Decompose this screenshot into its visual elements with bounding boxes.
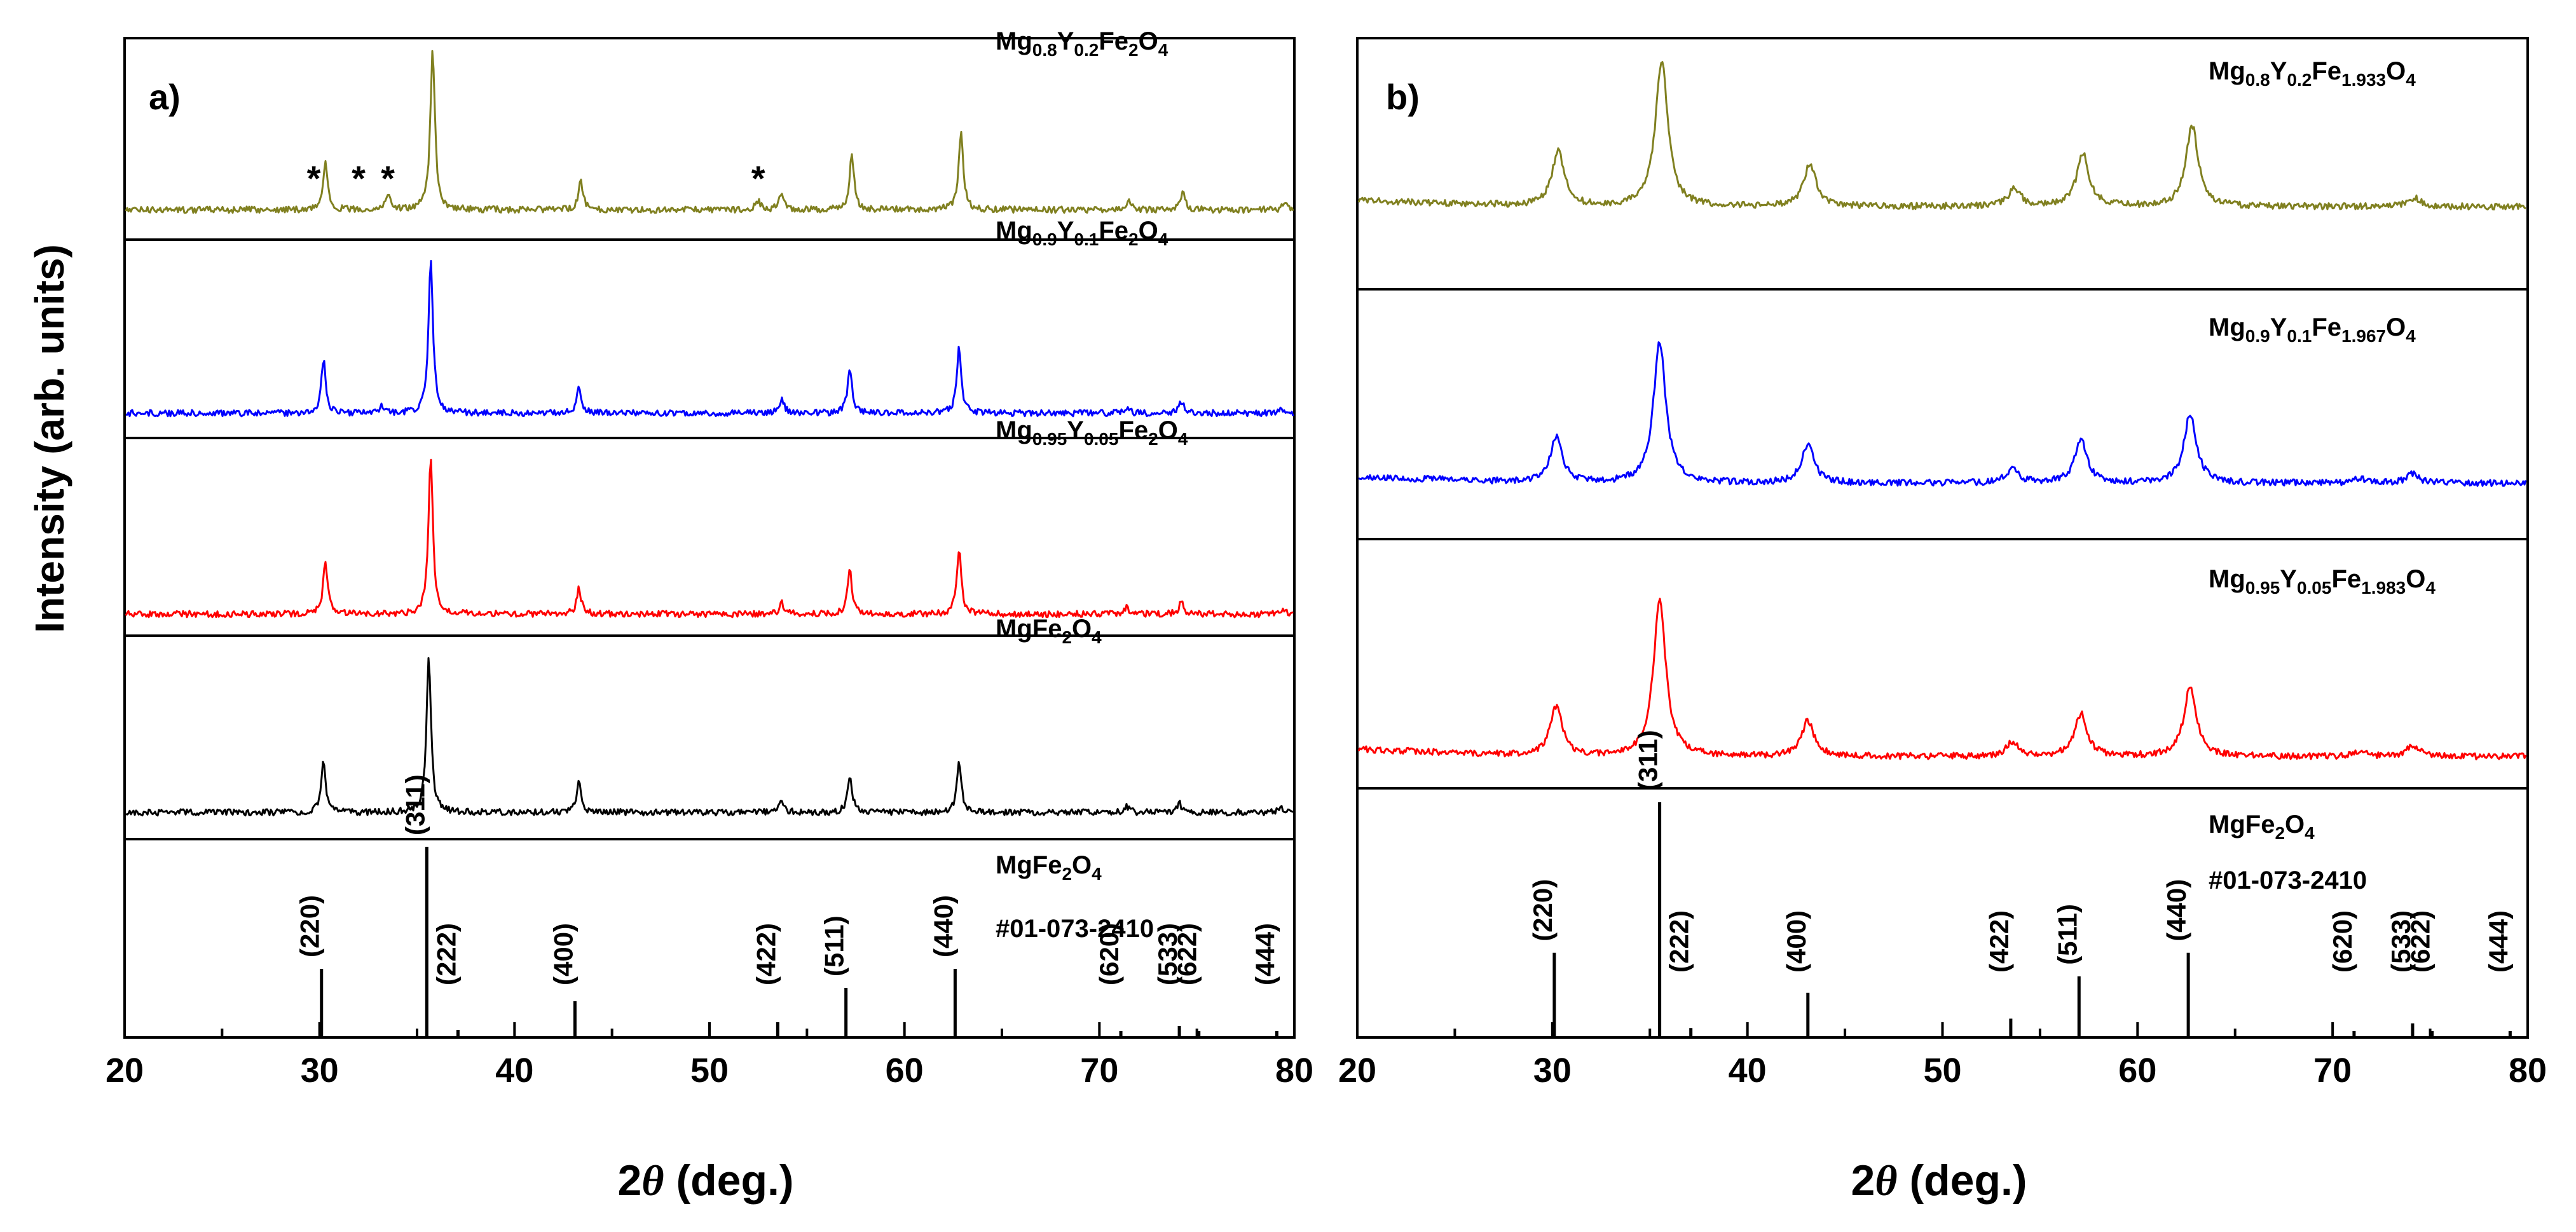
hkl-label: (533) <box>2386 910 2416 973</box>
series-label: Mg0.95Y0.05Fe2O4 <box>996 416 1188 449</box>
x-tick-label: 60 <box>886 1051 924 1090</box>
panel-label-a: a) <box>149 77 181 117</box>
reference-card: #01-073-2410 <box>996 915 1154 943</box>
data-layer-a: Mg0.8Y0.2Fe2O4 * * * * Mg0.9Y0.1Fe2O4 Mg0.95Y0… <box>125 27 1294 817</box>
x-tick-label: 50 <box>690 1051 729 1090</box>
hkl-label: (222) <box>431 923 461 985</box>
series-label: MgFe2O4 <box>996 615 1102 647</box>
hkl-label: (622) <box>1172 923 1202 985</box>
x-tick-label: 70 <box>2313 1051 2352 1090</box>
x-tick-label: 30 <box>1533 1051 1572 1090</box>
hkl-label: (440) <box>2162 879 2191 941</box>
subpanel-frames-b <box>1356 37 2529 1039</box>
data-layer-b: Mg0.8Y0.2Fe1.933O4 Mg0.9Y0.1Fe1.967O4 Mg0.… <box>1357 57 2527 761</box>
hkl-label: (311) <box>400 774 430 835</box>
series-label: Mg0.8Y0.2Fe1.933O4 <box>2209 57 2416 90</box>
panel-b: b) 20 30 40 50 60 70 80 Mg0.8Y0.2Fe1.933O4Mg0.… <box>1338 37 2547 1205</box>
hkl-label: (422) <box>1984 910 2014 973</box>
hkl-label: (311) <box>1633 730 1663 791</box>
reference-card: #01-073-2410 <box>2209 866 2367 894</box>
x-tick-label: 80 <box>2509 1051 2547 1090</box>
series-line <box>125 458 1294 619</box>
series-line <box>125 260 1294 418</box>
x-ticks-b <box>1356 1022 2529 1037</box>
x-tick-label: 70 <box>1080 1051 1118 1090</box>
x-tick-label: 80 <box>1275 1051 1313 1090</box>
series-label: Mg0.95Y0.05Fe1.983O4 <box>2209 565 2436 598</box>
hkl-label: (220) <box>1528 879 1558 941</box>
x-ticks-a <box>123 1022 1296 1037</box>
impurity-marker: * <box>352 158 366 198</box>
hkl-label: (511) <box>819 915 849 976</box>
hkl-label: (511) <box>2052 904 2082 965</box>
x-axis-label-b: 2θ (deg.) <box>1851 1156 2027 1205</box>
x-tick-label: 20 <box>1338 1051 1376 1090</box>
series-label: Mg0.8Y0.2Fe2O4 <box>996 27 1168 60</box>
reference-pattern-a: MgFe2O4 #01-073-2410 (220) (311) (222) (400) (… <box>295 774 1280 1037</box>
panel-a: a) 20 30 40 50 60 70 80 Mg0.8Y0.2Fe2O4* * * *Mg0.… <box>106 27 1313 1205</box>
hkl-label: (400) <box>1781 910 1811 973</box>
reference-label: MgFe2O4 <box>2209 811 2315 843</box>
subpanel-frames-a <box>123 37 1296 1039</box>
x-tick-label: 60 <box>2118 1051 2156 1090</box>
y-axis-label: Intensity (arb. units) <box>27 244 72 633</box>
series-line <box>125 50 1294 214</box>
reference-pattern-b: MgFe2O4 #01-073-2410 (220) (311) (222) (400) (… <box>1528 730 2513 1037</box>
x-tick-label: 50 <box>1923 1051 1961 1090</box>
hkl-label: (440) <box>928 895 958 957</box>
hkl-label: (533) <box>1153 923 1182 985</box>
x-tick-labels-a: 20 30 40 50 60 70 80 <box>106 1051 1313 1090</box>
hkl-label: (620) <box>2327 910 2357 973</box>
series-line <box>1358 341 2527 488</box>
hkl-label: (400) <box>548 923 578 985</box>
x-tick-label: 40 <box>1729 1051 1767 1090</box>
plot-frame <box>123 37 1296 1039</box>
x-tick-label: 40 <box>495 1051 533 1090</box>
series-label: Mg0.9Y0.1Fe1.967O4 <box>2209 313 2416 346</box>
hkl-label: (622) <box>2406 910 2436 973</box>
hkl-label: (444) <box>2483 910 2513 973</box>
series-line <box>125 657 1294 817</box>
hkl-label: (422) <box>751 923 781 985</box>
x-tick-label: 30 <box>301 1051 339 1090</box>
reference-label: MgFe2O4 <box>996 851 1102 884</box>
impurity-marker: * <box>307 158 321 198</box>
impurity-marker: * <box>751 158 765 198</box>
x-tick-labels-b: 20 30 40 50 60 70 80 <box>1338 1051 2547 1090</box>
hkl-label: (222) <box>1664 910 1694 973</box>
hkl-label: (220) <box>295 895 325 957</box>
panel-label-b: b) <box>1386 77 1420 117</box>
impurity-marker: * <box>381 158 395 198</box>
series-label: Mg0.9Y0.1Fe2O4 <box>996 217 1168 249</box>
x-axis-label-a: 2θ (deg.) <box>617 1156 793 1205</box>
series-line <box>1357 598 2527 761</box>
series-line <box>1357 61 2526 210</box>
hkl-label: (620) <box>1094 923 1124 985</box>
x-tick-label: 20 <box>106 1051 144 1090</box>
hkl-label: (444) <box>1250 923 1280 985</box>
